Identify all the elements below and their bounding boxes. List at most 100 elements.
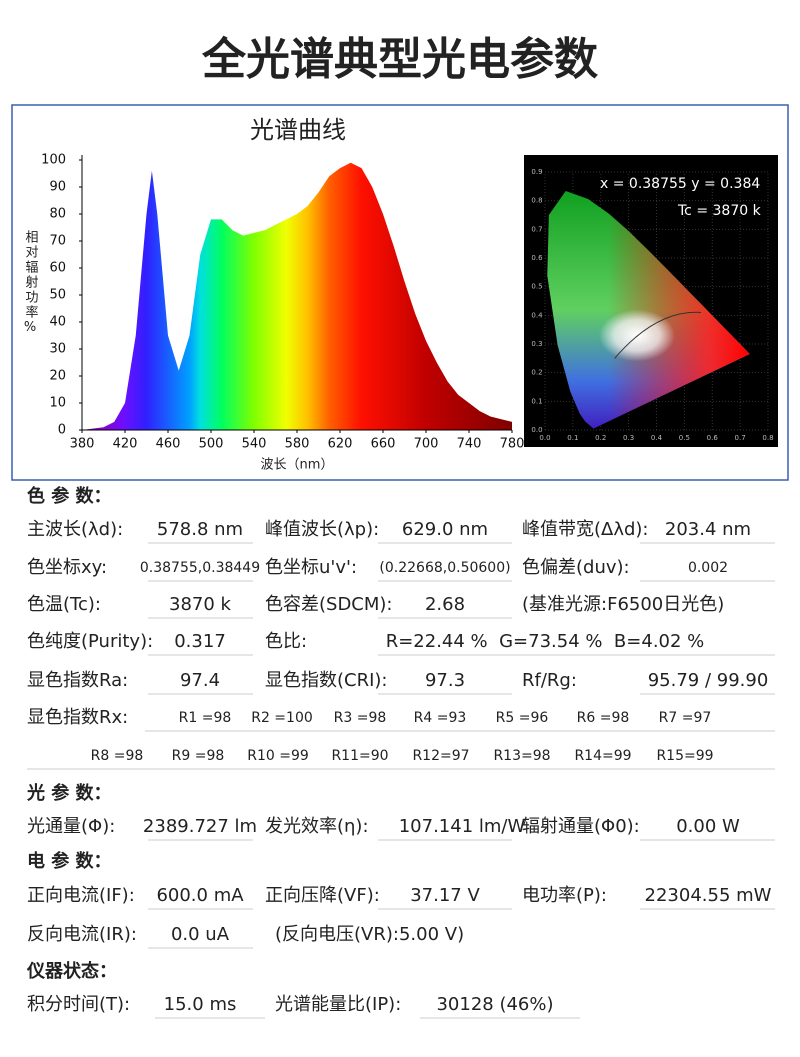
x-tick-label: 420 <box>113 437 138 452</box>
cie-y-tick-label: 0.2 <box>531 369 542 377</box>
param-value: 97.3 <box>425 670 465 691</box>
rx-value: R10 =99 <box>247 748 309 764</box>
param-label: 色比: <box>265 631 307 652</box>
section-heading: 仪器状态： <box>26 960 117 982</box>
param-label: 积分时间(T): <box>27 994 130 1015</box>
param-value: 600.0 mA <box>156 885 244 906</box>
param-label: (反向电压(VR):5.00 V) <box>275 924 464 945</box>
param-value: 0.38755,0.38449 <box>140 560 260 576</box>
spectrum-area <box>82 162 512 430</box>
cie-x-tick-label: 0.8 <box>762 434 773 442</box>
rx-value: R2 =100 <box>251 710 313 726</box>
x-tick-label: 660 <box>371 437 396 452</box>
cie-y-tick-label: 0.3 <box>531 340 542 348</box>
y-tick-label: 10 <box>49 396 66 411</box>
x-tick-label: 740 <box>457 437 482 452</box>
y-tick-label: 50 <box>49 288 66 303</box>
chart-frame <box>11 104 789 481</box>
param-label: 色坐标u'v': <box>265 557 357 578</box>
rx-value: R4 =93 <box>414 710 467 726</box>
param-value: 97.4 <box>180 670 220 691</box>
param-label: 反向电流(IR): <box>27 924 137 945</box>
cie-x-tick-label: 0.1 <box>567 434 578 442</box>
section-heading: 光 参 数： <box>26 782 112 804</box>
param-value: 2389.727 lm <box>143 816 257 837</box>
param-value: 95.79 / 99.90 <box>648 670 769 691</box>
y-tick-label: 90 <box>49 180 66 195</box>
y-axis-label: 相对辐射功率% <box>23 230 39 337</box>
param-value: 3870 k <box>169 594 232 615</box>
param-label: 显色指数Ra: <box>27 670 128 691</box>
x-tick-label: 700 <box>414 437 439 452</box>
rx-value: R6 =98 <box>577 710 630 726</box>
rx-value: R12=97 <box>412 748 469 764</box>
cie-x-tick-label: 0.5 <box>679 434 690 442</box>
param-value: 0.317 <box>174 631 226 652</box>
param-label: 显色指数(CRI): <box>265 670 388 691</box>
cie-y-tick-label: 0.6 <box>531 254 543 262</box>
cie-x-tick-label: 0.0 <box>539 434 550 442</box>
cie-y-tick-label: 0.7 <box>531 225 542 233</box>
page-title: 全光谱典型光电参数 <box>201 34 598 85</box>
param-value: 0.002 <box>688 560 728 576</box>
cie-x-tick-label: 0.6 <box>707 434 719 442</box>
cie-x-tick-label: 0.4 <box>651 434 663 442</box>
cie-readout: x = 0.38755 y = 0.384 <box>600 176 760 192</box>
param-label: 主波长(λd): <box>27 519 123 540</box>
param-value: (0.22668,0.50600) <box>379 560 510 576</box>
x-axis-label: 波长（nm） <box>261 458 334 473</box>
x-tick-label: 620 <box>328 437 353 452</box>
param-value: 203.4 nm <box>665 519 751 540</box>
param-label: 色温(Tc): <box>27 594 101 615</box>
param-value: 37.17 V <box>410 885 480 906</box>
param-label: 正向电流(IF): <box>27 885 135 906</box>
param-value: 30128 (46%) <box>436 994 553 1015</box>
param-label: 电功率(P): <box>522 885 607 906</box>
y-tick-label: 60 <box>49 261 66 276</box>
x-tick-label: 580 <box>285 437 310 452</box>
param-value: 0.00 W <box>676 816 740 837</box>
rx-value: R14=99 <box>574 748 631 764</box>
param-label: 色坐标xy: <box>27 557 107 578</box>
cie-y-tick-label: 0.8 <box>531 197 542 205</box>
param-value: 578.8 nm <box>157 519 243 540</box>
cie-y-tick-label: 0.5 <box>531 283 542 291</box>
chart-title: 光谱曲线 <box>250 116 346 144</box>
param-label: 色纯度(Purity): <box>27 631 153 652</box>
cie-tc: Tc = 3870 k <box>677 203 762 219</box>
param-value: R=22.44 % G=73.54 % B=4.02 % <box>386 631 705 652</box>
param-value: 629.0 nm <box>402 519 488 540</box>
param-label: 显色指数Rx: <box>27 707 128 728</box>
rx-value: R15=99 <box>656 748 713 764</box>
y-tick-label: 0 <box>58 423 66 438</box>
y-tick-label: 80 <box>49 207 66 222</box>
rx-value: R9 =98 <box>172 748 225 764</box>
param-label: 光谱能量比(IP): <box>275 994 401 1015</box>
y-tick-label: 100 <box>41 153 66 168</box>
rx-value: R1 =98 <box>179 710 232 726</box>
param-value: 2.68 <box>425 594 465 615</box>
param-label: 光通量(Φ): <box>27 816 115 837</box>
param-label: 峰值波长(λp): <box>265 519 379 540</box>
param-value: 22304.55 mW <box>645 885 772 906</box>
x-tick-label: 460 <box>156 437 181 452</box>
y-tick-label: 70 <box>49 234 66 249</box>
section-heading: 电 参 数： <box>27 850 112 872</box>
cie-y-tick-label: 0.4 <box>531 311 543 319</box>
rx-value: R13=98 <box>493 748 550 764</box>
param-label: (基准光源:F6500日光色) <box>522 594 724 615</box>
param-value: 107.141 lm/W <box>399 816 526 837</box>
cie-y-tick-label: 0.0 <box>531 426 542 434</box>
rx-value: R7 =97 <box>659 710 712 726</box>
param-label: 发光效率(η): <box>265 816 369 837</box>
param-label: 色容差(SDCM): <box>265 594 393 615</box>
planck-locus <box>614 311 702 359</box>
rx-value: R11=90 <box>331 748 388 764</box>
cie-x-tick-label: 0.2 <box>595 434 606 442</box>
param-label: 辐射通量(Φ0): <box>522 816 640 837</box>
param-label: 色偏差(duv): <box>522 557 630 578</box>
cie-y-tick-label: 0.9 <box>531 168 542 176</box>
param-label: 正向压降(VF): <box>265 885 380 906</box>
cie-locus-red <box>547 190 750 429</box>
